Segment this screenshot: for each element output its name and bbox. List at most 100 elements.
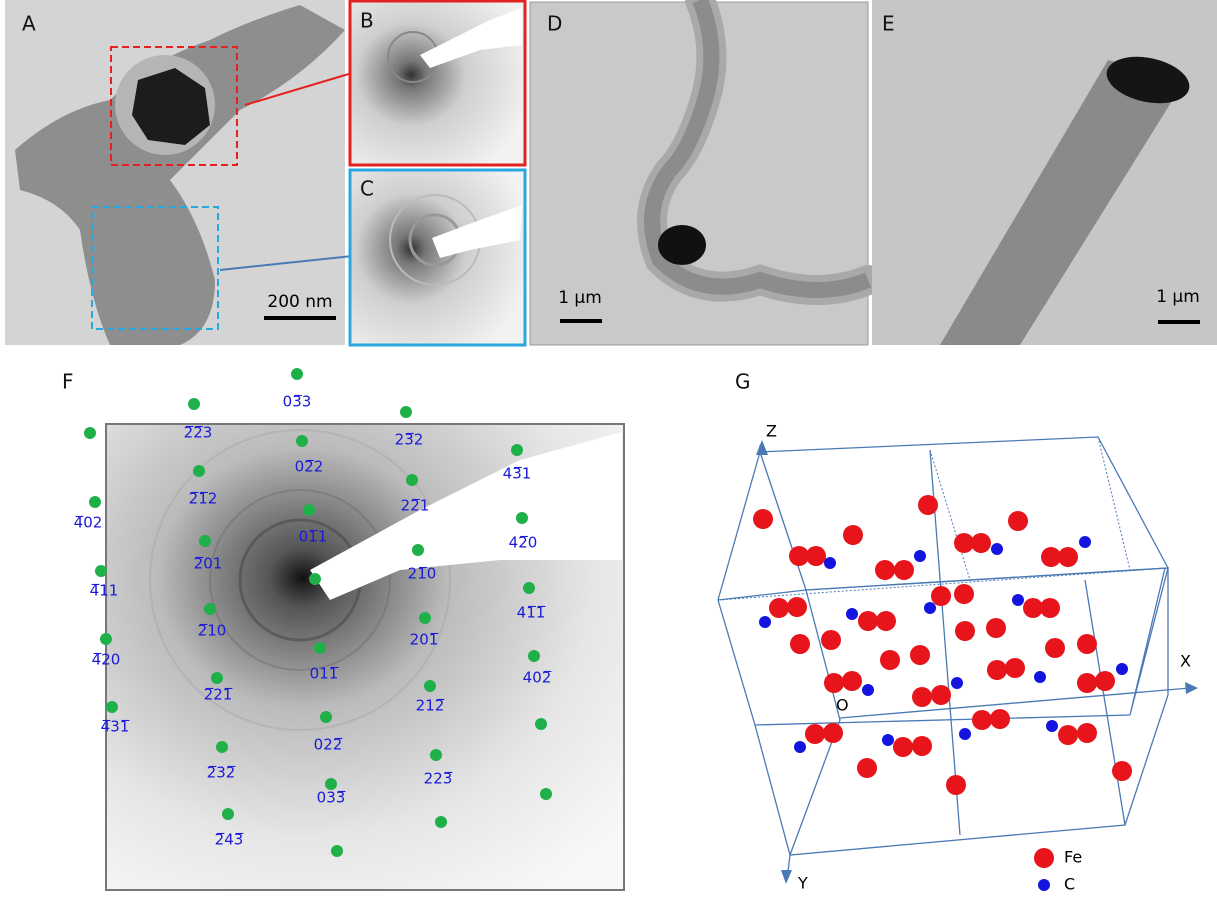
index-label: 402̅: [523, 669, 553, 687]
fe-atom: [769, 598, 789, 618]
spot: [216, 741, 228, 753]
panel-label: E: [882, 12, 895, 36]
scale-bar-label: 200 nm: [267, 292, 332, 312]
panel-e: 1 μm E: [872, 0, 1217, 345]
c-atom: [991, 543, 1003, 555]
panel-c: C: [350, 170, 525, 345]
fe-atom: [1045, 638, 1065, 658]
spot: [435, 816, 447, 828]
fe-atom: [843, 525, 863, 545]
fe-atom: [1077, 634, 1097, 654]
index-label: 43̅1: [503, 465, 532, 483]
fe-atom: [1058, 725, 1078, 745]
spot: [303, 504, 315, 516]
index-label: 4̅20: [92, 651, 121, 669]
spot: [430, 749, 442, 761]
fe-atom: [912, 687, 932, 707]
c-atom: [959, 728, 971, 740]
index-label: 4̅02: [74, 514, 103, 532]
axis-label: Y: [797, 874, 808, 893]
index-label: 2̅1̅2: [189, 490, 218, 508]
spot: [309, 573, 321, 585]
fe-atom: [954, 584, 974, 604]
index-label: 223̅: [424, 770, 454, 788]
fe-atom: [824, 673, 844, 693]
panel-a: 200 nm A: [5, 0, 370, 345]
c-atom: [924, 602, 936, 614]
panel-g: G Z X Y O Fe C: [718, 370, 1198, 894]
spot: [406, 474, 418, 486]
spot: [400, 406, 412, 418]
fe-atom: [1077, 723, 1097, 743]
index-label: 2̅43̅: [215, 831, 245, 849]
c-atom: [794, 741, 806, 753]
spot: [535, 718, 547, 730]
legend-label: Fe: [1064, 848, 1082, 867]
c-atom: [759, 616, 771, 628]
fe-atom: [946, 775, 966, 795]
fe-atom: [990, 709, 1010, 729]
c-atom: [914, 550, 926, 562]
c-atom: [1116, 663, 1128, 675]
fe-atom: [1008, 511, 1028, 531]
spot: [291, 368, 303, 380]
fe-atom: [876, 611, 896, 631]
spot: [100, 633, 112, 645]
scale-bar-label: 1 μm: [558, 288, 602, 308]
c-atom: [846, 608, 858, 620]
spot: [95, 565, 107, 577]
fe-atom: [931, 586, 951, 606]
index-label: 22̅1: [401, 497, 430, 515]
panel-label: C: [360, 177, 374, 201]
c-atom: [1079, 536, 1091, 548]
spot: [320, 711, 332, 723]
spot: [211, 672, 223, 684]
index-label: 41̅1̅: [517, 604, 547, 622]
panel-label: F: [62, 370, 74, 394]
c-atom: [1012, 594, 1024, 606]
spot: [419, 612, 431, 624]
spot: [199, 535, 211, 547]
index-label: 011̅: [310, 665, 340, 683]
index-label: 42̅0: [509, 534, 538, 552]
index-label: 2̅2̅3: [184, 424, 213, 442]
fe-atom: [787, 597, 807, 617]
index-label: 033̅: [317, 789, 347, 807]
fe-atom: [918, 495, 938, 515]
panel-b: B: [350, 1, 525, 165]
index-label: 4̅31̅: [101, 718, 131, 736]
axis-label: Z: [766, 422, 777, 441]
fe-atom: [858, 611, 878, 631]
fe-atom: [1077, 673, 1097, 693]
panel-d: 1 μm D: [530, 0, 868, 345]
index-label: 23̅2: [395, 431, 424, 449]
spot: [528, 650, 540, 662]
c-atom: [951, 677, 963, 689]
fe-atom: [823, 723, 843, 743]
panel-label: G: [735, 370, 751, 394]
spot: [516, 512, 528, 524]
c-atom: [882, 734, 894, 746]
index-label: 2̅21̅: [204, 686, 234, 704]
spot: [511, 444, 523, 456]
index-label: 21̅0: [408, 565, 437, 583]
index-label: 4̅11: [90, 582, 119, 600]
fe-atom: [821, 630, 841, 650]
fe-atom: [986, 618, 1006, 638]
panel-label: A: [22, 12, 36, 36]
index-label: 02̅2: [295, 458, 324, 476]
axis-label: X: [1180, 652, 1191, 671]
fe-atom: [894, 560, 914, 580]
origin-label: O: [836, 696, 849, 715]
c-atom: [824, 557, 836, 569]
index-label: 01̅1: [299, 528, 328, 546]
c-atom: [1034, 671, 1046, 683]
fe-atom: [1005, 658, 1025, 678]
index-label: 2̅32̅: [207, 764, 237, 782]
legend-label: C: [1064, 875, 1075, 894]
fe-atom: [1095, 671, 1115, 691]
fe-atom: [912, 736, 932, 756]
index-label: 201̅: [410, 631, 440, 649]
fe-atom: [972, 710, 992, 730]
